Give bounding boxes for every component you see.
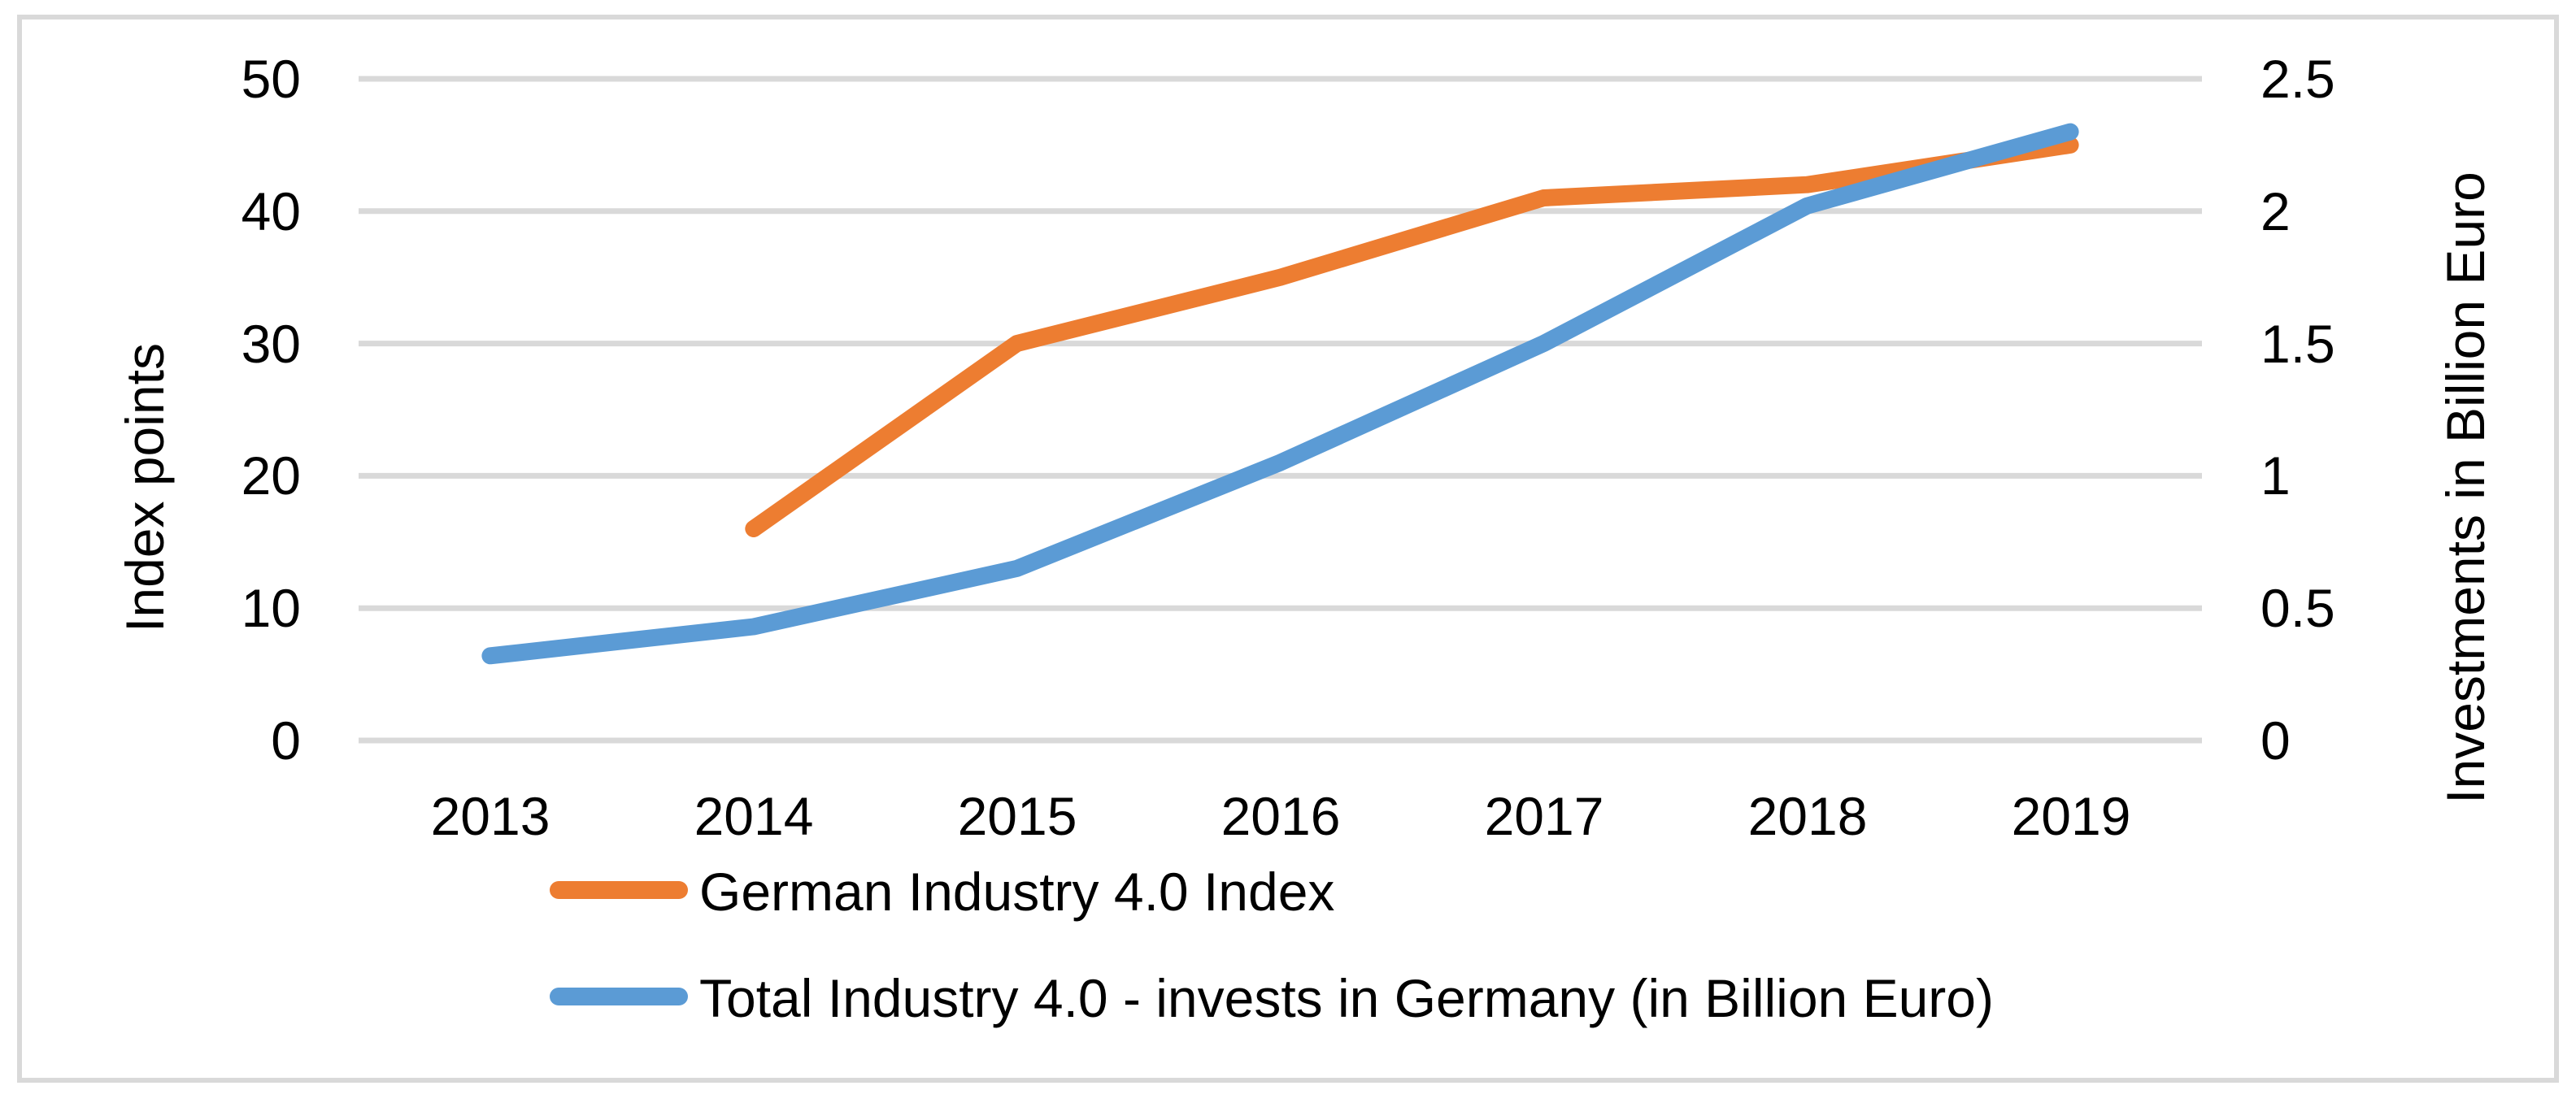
left-axis-tick-40: 40 — [241, 181, 301, 241]
left-axis-tick-0: 0 — [271, 710, 301, 771]
left-axis-tick-30: 30 — [241, 314, 301, 374]
legend-label-total-invests: Total Industry 4.0 - invests in Germany … — [699, 968, 1994, 1028]
right-axis-tick-1: 1 — [2261, 445, 2291, 506]
left-axis-tick-50: 50 — [241, 49, 301, 109]
chart-border-frame — [17, 15, 2559, 1083]
x-axis-label-2019: 2019 — [2011, 786, 2131, 846]
gridlines — [359, 76, 2202, 744]
legend-swatch-total-invests — [550, 988, 688, 1005]
right-axis-tick-0: 0 — [2261, 710, 2291, 771]
left-axis-title: Index points — [115, 343, 175, 632]
legend-label-german-industry-index: German Industry 4.0 Index — [699, 862, 1335, 922]
series-line-1 — [481, 123, 2079, 665]
x-axis-label-2015: 2015 — [957, 786, 1077, 846]
right-axis-tick-2: 2 — [2261, 181, 2291, 241]
right-axis-tick-2-5: 2.5 — [2261, 49, 2335, 109]
left-axis-tick-20: 20 — [241, 445, 301, 506]
right-axis-tick-1-5: 1.5 — [2261, 314, 2335, 374]
legend-swatch-german-industry-index — [550, 881, 688, 899]
x-axis-label-2016: 2016 — [1221, 786, 1341, 846]
x-axis-label-2018: 2018 — [1747, 786, 1868, 846]
x-axis-label-2014: 2014 — [694, 786, 814, 846]
x-axis-label-2017: 2017 — [1484, 786, 1604, 846]
x-axis-label-2013: 2013 — [430, 786, 550, 846]
right-axis-title: Investments in Billion Euro — [2435, 172, 2496, 804]
right-axis-tick-0-5: 0.5 — [2261, 578, 2335, 638]
series-line-0 — [745, 136, 2079, 537]
left-axis-tick-10: 10 — [241, 578, 301, 638]
data-series-lines — [481, 123, 2079, 665]
